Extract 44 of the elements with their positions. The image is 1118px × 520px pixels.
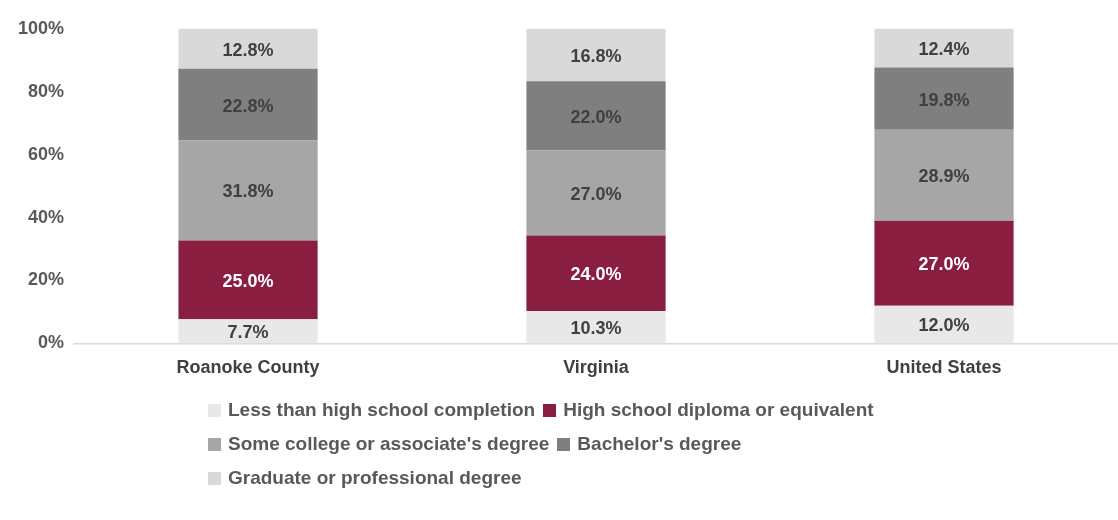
- bar: [178, 28, 318, 69]
- bar: [526, 235, 666, 311]
- bar: [874, 28, 1014, 68]
- legend-label: Bachelor's degree: [577, 433, 742, 455]
- x-tick-label: Virginia: [563, 357, 630, 378]
- data-label: 10.3%: [570, 318, 622, 339]
- data-label: 12.8%: [222, 39, 274, 60]
- bar: [178, 240, 318, 320]
- data-label: 31.8%: [222, 181, 274, 202]
- data-label: 27.0%: [570, 183, 622, 204]
- data-label: 22.0%: [570, 106, 622, 127]
- bar: [526, 81, 666, 151]
- legend-label: Less than high school completion: [228, 399, 536, 421]
- bar: [874, 67, 1014, 130]
- y-tick-label: 60%: [28, 143, 65, 164]
- y-tick-label: 20%: [28, 269, 65, 290]
- x-tick-label: United States: [886, 357, 1002, 378]
- bar: [526, 28, 666, 82]
- y-tick-label: 80%: [28, 80, 65, 101]
- data-label: 22.8%: [222, 95, 274, 116]
- legend-label: Graduate or professional degree: [228, 467, 522, 489]
- data-label: 25.0%: [222, 270, 274, 291]
- x-tick-label: Roanoke County: [176, 357, 320, 378]
- bar: [526, 150, 666, 236]
- data-label: 12.0%: [918, 315, 970, 336]
- bar: [178, 68, 318, 141]
- data-label: 19.8%: [918, 89, 970, 110]
- y-tick-label: 100%: [17, 17, 65, 38]
- bar: [874, 305, 1014, 344]
- data-label: 28.9%: [918, 166, 970, 187]
- data-label: 7.7%: [227, 322, 269, 343]
- bar: [526, 311, 666, 344]
- bar: [178, 140, 318, 241]
- bar: [874, 220, 1014, 306]
- data-label: 27.0%: [918, 254, 970, 275]
- data-label: 12.4%: [918, 38, 970, 59]
- bar: [178, 319, 318, 344]
- legend-label: High school diploma or equivalent: [563, 399, 874, 421]
- y-tick-label: 40%: [28, 206, 65, 227]
- legend-label: Some college or associate's degree: [228, 433, 550, 455]
- y-tick-label: 0%: [38, 332, 65, 353]
- data-label: 16.8%: [570, 45, 622, 66]
- bar: [874, 129, 1014, 221]
- data-label: 24.0%: [570, 264, 622, 285]
